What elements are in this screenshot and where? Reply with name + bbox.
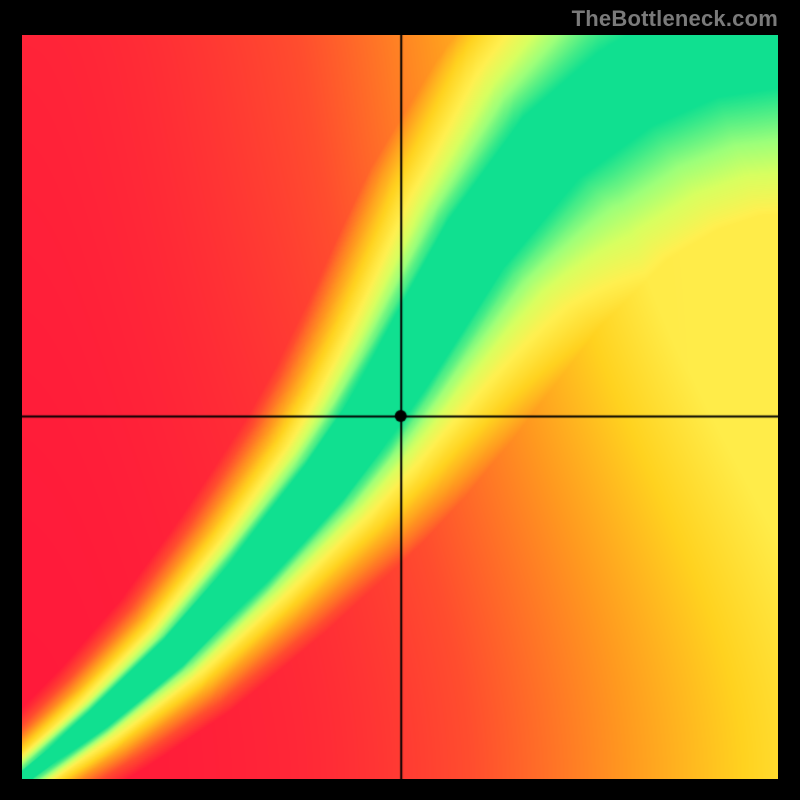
watermark-text: TheBottleneck.com [572, 6, 778, 32]
bottleneck-heatmap-canvas [22, 35, 778, 779]
figure-container: TheBottleneck.com [0, 0, 800, 800]
